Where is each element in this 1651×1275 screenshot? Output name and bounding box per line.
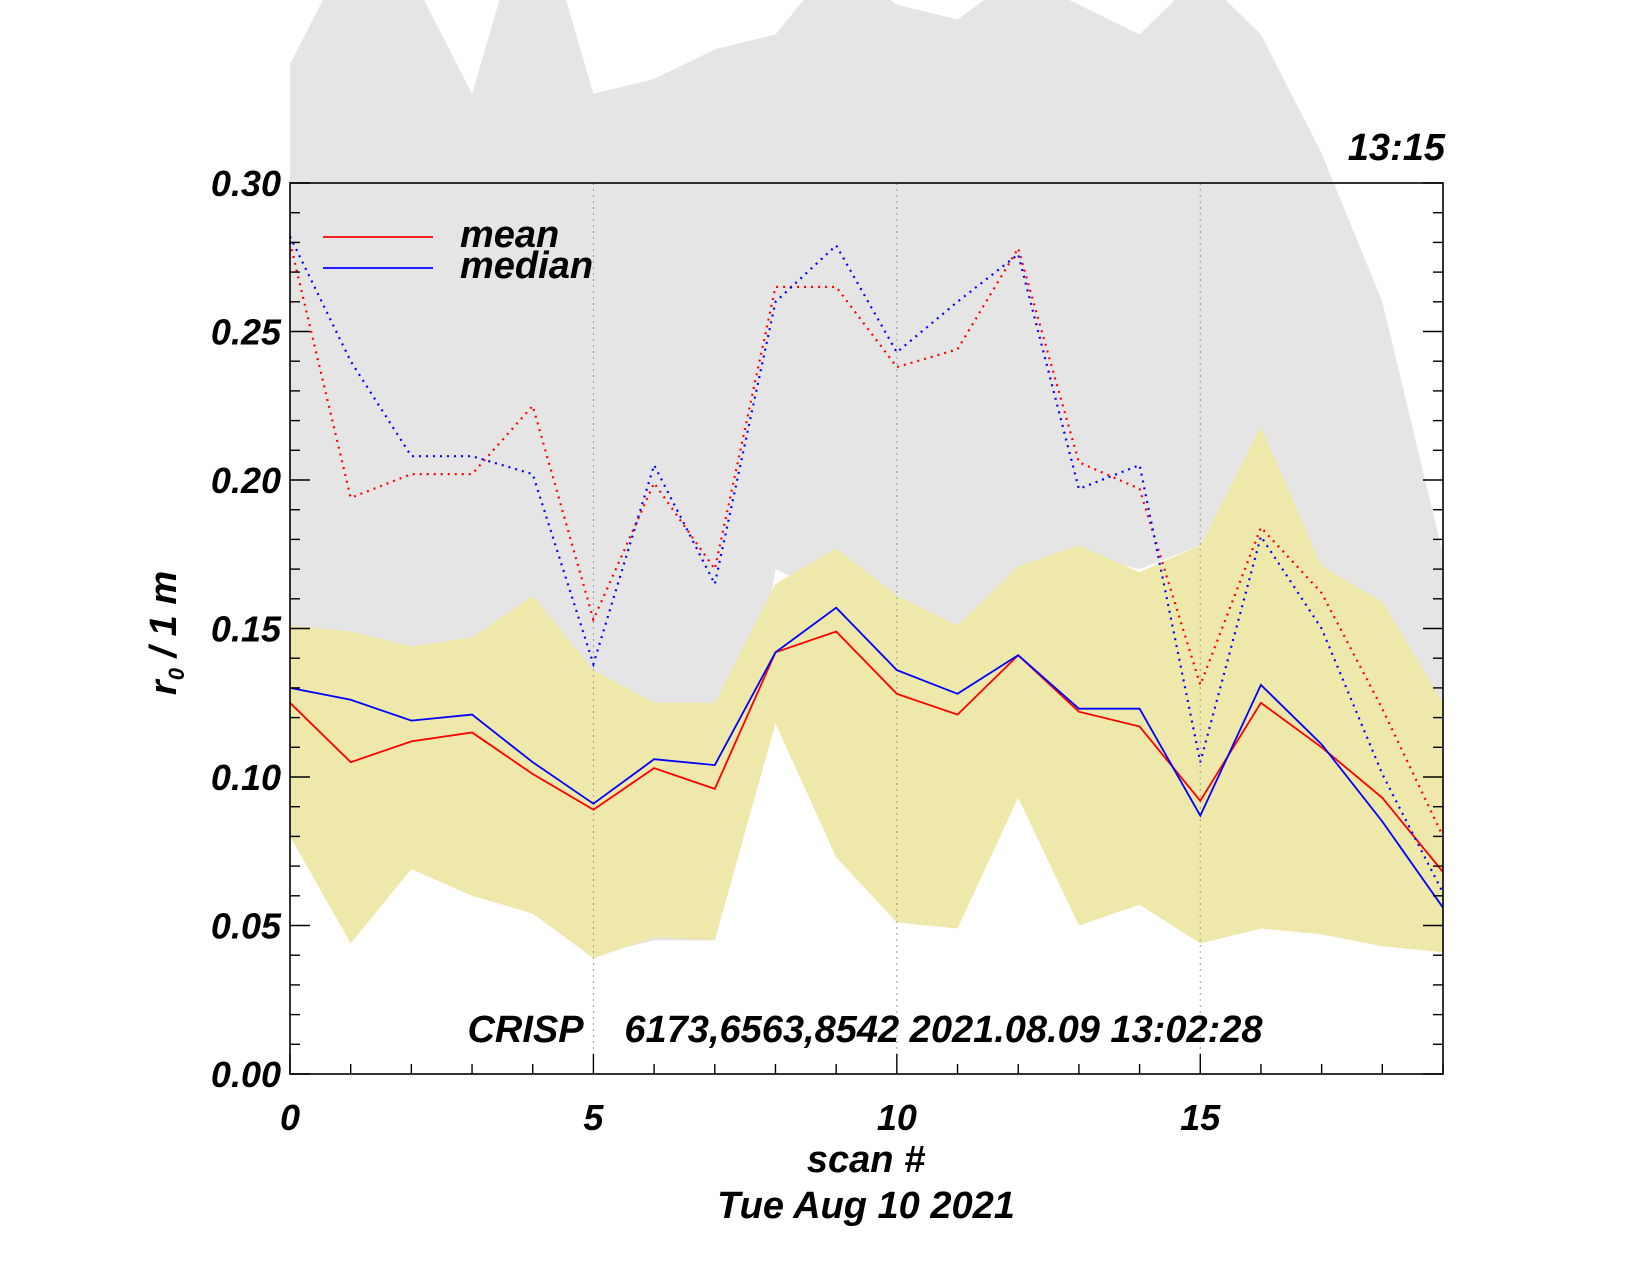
y-tick-label-4: 0.20	[211, 460, 281, 501]
y-axis-title: r0 / 1 m	[143, 571, 189, 695]
series-line-dotted-3	[289, 236, 1444, 894]
y-tick-label-0: 0.00	[211, 1054, 281, 1095]
y-tick-label-2: 0.10	[211, 757, 281, 798]
x-axis-subtitle: Tue Aug 10 2021	[717, 1185, 1015, 1227]
y-axis-title-unit: / 1 m	[143, 571, 185, 668]
y-tick-label-1: 0.05	[211, 906, 282, 947]
x-tick-label-0: 0	[280, 1097, 300, 1138]
legend-median-label: median	[460, 245, 593, 287]
axes-layer	[289, 182, 1444, 1075]
series-layer	[288, 236, 1444, 909]
x-axis-title: scan #	[807, 1139, 926, 1181]
x-tick-label-3: 15	[1180, 1097, 1221, 1138]
x-grid-layer	[592, 183, 1201, 1074]
y-axis-title-r: r	[143, 678, 185, 695]
series-line-mean	[289, 630, 1444, 873]
instrument-annotation: CRISP 6173,6563,8542 2021.08.09 13:02:28	[467, 1009, 1263, 1051]
legend-mean-label: mean	[460, 214, 559, 256]
bands-layer	[290, 0, 1443, 959]
yellow-envelope-band	[290, 426, 1443, 959]
x-tick-label-1: 5	[583, 1097, 604, 1138]
time-label: 13:15	[1348, 127, 1446, 169]
y-tick-label-3: 0.15	[211, 609, 282, 650]
y-tick-label-6: 0.30	[211, 163, 281, 204]
x-tick-label-2: 10	[877, 1097, 917, 1138]
tick-labels-layer: 0 5 10 15 0.00 0.05 0.10 0.15 0.20 0.25 0.30	[211, 163, 1221, 1138]
y-axis-title-subscript: 0	[164, 667, 189, 680]
legend: mean median	[323, 214, 593, 287]
y-tick-label-5: 0.25	[211, 312, 282, 353]
series-line-median	[289, 606, 1444, 909]
